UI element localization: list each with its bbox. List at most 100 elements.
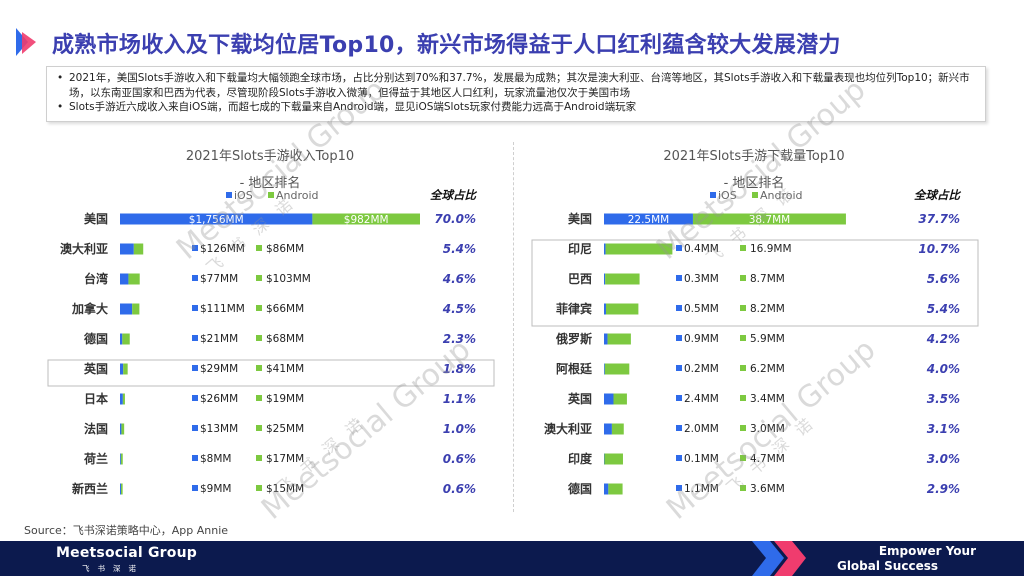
chart-title: 2021年Slots手游收入Top10 xyxy=(186,149,354,164)
data-label-ios: $111MM xyxy=(200,303,245,315)
category-label: 荷兰 xyxy=(83,451,108,466)
category-label: 美国 xyxy=(84,211,108,226)
data-label-ios: 0.3MM xyxy=(684,273,719,285)
data-label-android: 3.6MM xyxy=(750,483,785,495)
data-label-android: 38.7MM xyxy=(749,214,791,226)
bar-ios xyxy=(120,333,123,345)
bar-android xyxy=(122,393,125,405)
data-label-ios: 2.4MM xyxy=(684,393,719,405)
bar-android xyxy=(605,243,673,255)
label-swatch-android xyxy=(256,275,262,281)
chart-subtitle: - 地区排名 xyxy=(240,175,301,191)
label-swatch-android xyxy=(740,455,746,461)
label-swatch-ios xyxy=(192,305,198,311)
share-value: 70.0% xyxy=(434,212,476,226)
category-label: 日本 xyxy=(84,391,108,406)
data-label-ios: $21MM xyxy=(200,333,238,345)
data-label-android: $68MM xyxy=(266,333,304,345)
label-swatch-android xyxy=(256,455,262,461)
share-value: 2.9% xyxy=(927,482,960,496)
footer-slogan-line1: Empower Your xyxy=(878,544,976,558)
data-label-android: 3.0MM xyxy=(750,423,785,435)
data-label-android: $41MM xyxy=(266,363,304,375)
share-value: 4.6% xyxy=(442,272,476,286)
label-swatch-ios xyxy=(676,395,682,401)
share-header: 全球占比 xyxy=(430,188,477,202)
data-label-android: 8.2MM xyxy=(750,303,785,315)
share-value: 2.3% xyxy=(443,332,476,346)
data-label-android: $66MM xyxy=(266,303,304,315)
bar-android xyxy=(120,453,123,465)
bar-ios xyxy=(604,303,606,315)
data-label-android: 16.9MM xyxy=(750,243,792,255)
bar-android xyxy=(121,423,125,435)
chart-title: 2021年Slots手游下载量Top10 xyxy=(663,149,844,164)
bar-android xyxy=(692,213,846,225)
label-swatch-ios xyxy=(676,455,682,461)
bar-ios xyxy=(604,483,609,495)
page-title: 成熟市场收入及下载均位居Top10，新兴市场得益于人口红利蕴含较大发展潜力 xyxy=(52,33,841,58)
bar-ios xyxy=(604,333,608,345)
label-swatch-ios xyxy=(676,245,682,251)
bar-android xyxy=(605,273,640,285)
footer-bar: Meetsocial Group 飞书深诺 Empower Your Globa… xyxy=(0,541,1024,576)
data-label-ios: 2.0MM xyxy=(684,423,719,435)
bar-ios xyxy=(604,243,606,255)
category-label: 德国 xyxy=(568,481,592,496)
label-swatch-ios xyxy=(676,485,682,491)
label-swatch-ios xyxy=(676,365,682,371)
bar-ios xyxy=(120,243,134,255)
share-value: 1.1% xyxy=(443,392,476,406)
share-header: 全球占比 xyxy=(914,188,961,202)
label-swatch-ios xyxy=(676,425,682,431)
highlight-box xyxy=(47,359,495,387)
bar-android xyxy=(133,243,144,255)
data-label-android: $15MM xyxy=(266,483,304,495)
share-value: 5.6% xyxy=(927,272,960,286)
bar-ios xyxy=(604,453,605,465)
share-value: 5.4% xyxy=(927,302,960,316)
category-label: 印尼 xyxy=(568,242,592,256)
label-swatch-ios xyxy=(192,245,198,251)
legend-swatch-ios xyxy=(226,192,232,198)
bar-ios xyxy=(604,393,614,405)
category-label: 阿根廷 xyxy=(556,361,593,376)
footer-brand: Meetsocial Group xyxy=(56,545,197,561)
bar-ios xyxy=(120,393,123,405)
legend-label: Android xyxy=(760,189,803,202)
legend-label: iOS xyxy=(718,189,737,202)
bar-android xyxy=(132,303,140,315)
label-swatch-ios xyxy=(676,305,682,311)
label-swatch-ios xyxy=(192,335,198,341)
data-label-android: 5.9MM xyxy=(750,333,785,345)
footer-slogan-line2: Global Success xyxy=(836,559,938,573)
data-label-android: $982MM xyxy=(344,214,389,226)
category-label: 英国 xyxy=(568,391,592,406)
bar-ios xyxy=(120,213,313,225)
data-label-ios: 0.4MM xyxy=(684,243,719,255)
label-swatch-android xyxy=(740,245,746,251)
category-label: 菲律宾 xyxy=(556,301,592,316)
footer-brand-sub: 飞书深诺 xyxy=(82,564,144,573)
data-label-ios: $9MM xyxy=(200,483,231,495)
label-swatch-android xyxy=(256,335,262,341)
label-swatch-ios xyxy=(192,455,198,461)
category-label: 台湾 xyxy=(84,271,108,286)
bar-ios xyxy=(120,303,133,315)
label-swatch-android xyxy=(256,245,262,251)
data-label-ios: 1.1MM xyxy=(684,483,719,495)
label-swatch-ios xyxy=(192,365,198,371)
label-swatch-ios xyxy=(192,425,198,431)
bar-android xyxy=(128,273,140,285)
chart-divider xyxy=(513,142,514,512)
downloads-chart: 2021年Slots手游下载量Top10 - 地区排名 iOS Android 全球占比… xyxy=(530,142,980,514)
label-swatch-android xyxy=(740,305,746,311)
category-label: 英国 xyxy=(84,361,108,376)
bar-android xyxy=(611,423,624,435)
category-label: 澳大利亚 xyxy=(60,241,108,256)
share-value: 0.6% xyxy=(443,452,476,466)
label-swatch-android xyxy=(740,485,746,491)
bar-android xyxy=(122,333,130,345)
